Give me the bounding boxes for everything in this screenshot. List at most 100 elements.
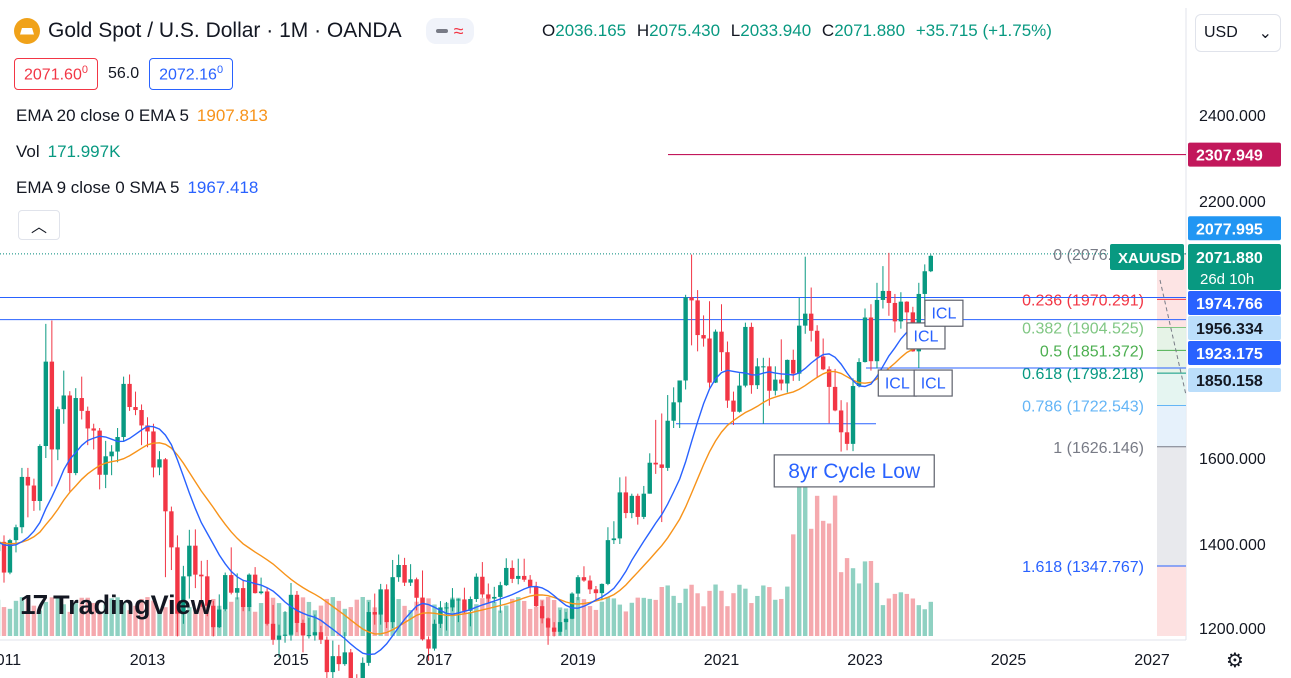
- volume-bar: [719, 590, 724, 636]
- tradingview-logo-icon: 17: [20, 589, 48, 620]
- volume-bar: [671, 595, 676, 636]
- ema9-line: [0, 316, 932, 656]
- price-tag-1956: 1956.334: [1196, 321, 1263, 338]
- candle-body: [306, 635, 312, 637]
- chart-mode-toggle[interactable]: ≈: [425, 18, 474, 44]
- candle-body: [264, 591, 270, 624]
- candle-body: [390, 577, 395, 623]
- candle-body: [199, 574, 204, 577]
- y-tick-label: 1400.000: [1199, 537, 1266, 554]
- candle-body: [139, 410, 144, 426]
- fib-zone: [1157, 565, 1186, 636]
- candle-body: [456, 599, 461, 601]
- volume-bar: [605, 597, 611, 636]
- volume-bar: [713, 584, 718, 636]
- candle-body: [761, 366, 766, 368]
- candle-body: [85, 410, 90, 429]
- volume-bar: [127, 610, 132, 636]
- collapse-legend-button[interactable]: ︿: [18, 210, 60, 240]
- volume-bar: [575, 597, 581, 636]
- candle-body: [886, 290, 892, 303]
- candle-body: [922, 271, 927, 294]
- volume-bar: [336, 600, 342, 636]
- volume-bar: [115, 597, 120, 636]
- candle-body: [217, 609, 222, 628]
- countdown-tag: 26d 10h: [1200, 271, 1254, 288]
- candle-body: [587, 580, 593, 590]
- volume-bar: [527, 608, 533, 636]
- buy-button[interactable]: 2072.160: [149, 58, 234, 91]
- volume-bar: [928, 601, 933, 636]
- candle-body: [814, 330, 820, 357]
- candle-body: [157, 459, 162, 468]
- indicator-ema9[interactable]: EMA 9 close 0 SMA 5 1967.418: [16, 178, 259, 197]
- sell-button[interactable]: 2071.600: [14, 58, 98, 91]
- candle-body: [868, 317, 874, 362]
- price-tag-1974-bg: [1188, 291, 1281, 315]
- indicator-volume[interactable]: Vol 171.997K: [16, 142, 121, 161]
- candle-body: [324, 639, 330, 673]
- candle-body: [527, 579, 533, 587]
- candle-body: [533, 586, 539, 607]
- symbol-title[interactable]: Gold Spot / U.S. Dollar · 1M · OANDA: [48, 19, 402, 42]
- candle-body: [37, 446, 43, 501]
- candle-body: [25, 476, 31, 486]
- fib-label: 0.382 (1904.525): [1022, 321, 1144, 338]
- volume-bar: [408, 610, 413, 636]
- volume-bar: [647, 598, 652, 636]
- price-tag-1974: 1974.766: [1196, 296, 1263, 313]
- candle-body: [163, 459, 168, 512]
- volume-bar: [109, 598, 114, 636]
- candle-body: [55, 409, 61, 450]
- volume-bar: [898, 592, 904, 636]
- candle-body: [904, 301, 910, 313]
- minus-icon: [435, 29, 448, 33]
- candle-body: [504, 567, 509, 586]
- volume-bar: [677, 602, 682, 636]
- volume-bar: [31, 605, 37, 636]
- volume-bar: [922, 609, 927, 636]
- volume-bar: [187, 607, 192, 636]
- volume-bar: [324, 598, 330, 636]
- tradingview-watermark: 17 TradingView: [20, 589, 212, 620]
- indicator-ema20[interactable]: EMA 20 close 0 EMA 5 1907.813: [16, 106, 268, 125]
- volume-bar: [276, 603, 282, 636]
- price-tag-resistance: 2307.949: [1196, 148, 1263, 165]
- x-tick-label: 2017: [417, 652, 453, 669]
- x-tick-label: 2025: [991, 652, 1027, 669]
- symbol-tag: XAUUSD: [1118, 250, 1182, 267]
- volume-bar: [791, 534, 796, 636]
- candle-body: [426, 639, 431, 649]
- volume-bar: [348, 607, 353, 636]
- volume-bar: [13, 600, 19, 636]
- volume-bar: [755, 595, 760, 636]
- currency-select[interactable]: USD ⌄: [1195, 14, 1281, 52]
- candle-body: [725, 352, 730, 401]
- candle-body: [593, 589, 599, 594]
- candle-body: [731, 400, 736, 412]
- volume-bar: [611, 598, 617, 636]
- candle-body: [581, 577, 587, 581]
- fib-label: 0.786 (1722.543): [1022, 399, 1144, 416]
- candle-body: [605, 540, 611, 584]
- candle-body: [396, 565, 401, 578]
- volume-bar: [737, 584, 742, 636]
- volume-bar: [193, 608, 198, 636]
- candle-body: [169, 511, 174, 548]
- candle-body: [109, 451, 114, 457]
- fib-zone: [1157, 373, 1186, 406]
- settings-icon[interactable]: ⚙: [1226, 650, 1244, 672]
- annotation-label: ICL: [921, 375, 946, 392]
- fib-zone: [1157, 299, 1186, 328]
- volume-bar: [581, 599, 587, 636]
- last-price-tag: 2071.880: [1196, 250, 1263, 267]
- volume-bar: [862, 561, 868, 636]
- candle-body: [79, 398, 84, 411]
- volume-bar: [916, 605, 922, 636]
- trade-panel: 2071.600 56.0 2072.160: [14, 58, 234, 91]
- volume-bar: [354, 599, 359, 636]
- volume-bar: [587, 606, 593, 636]
- candle-body: [767, 366, 772, 391]
- candle-body: [539, 606, 545, 619]
